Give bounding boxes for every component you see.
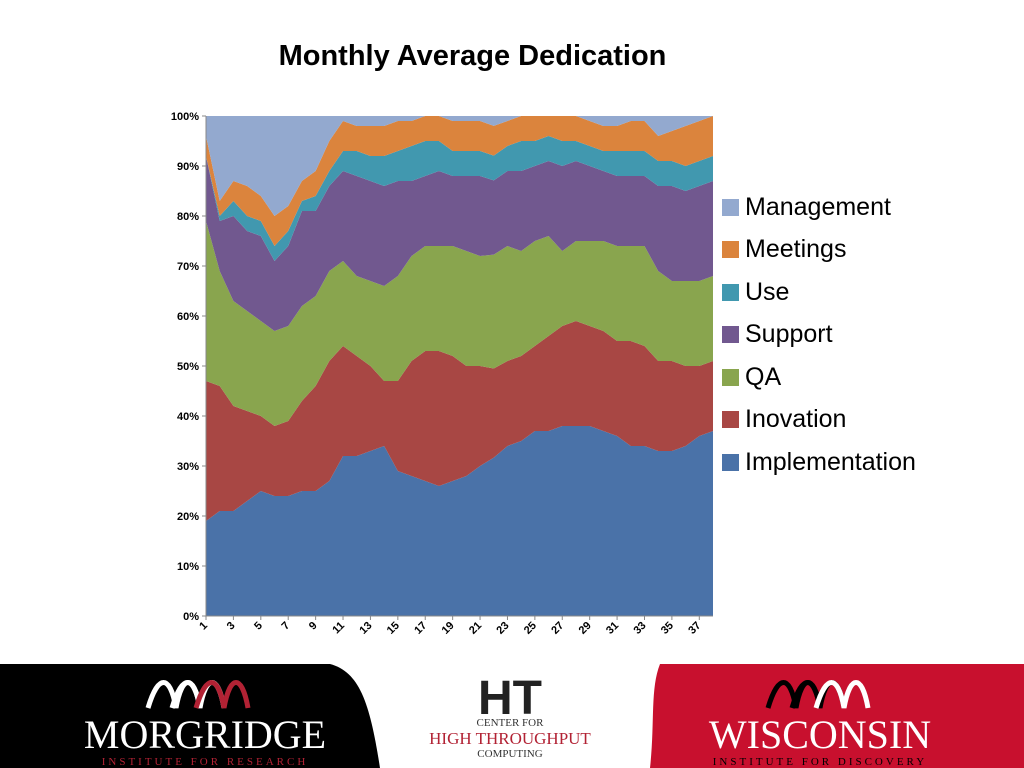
legend-item-inovation: Inovation [722,399,916,442]
footer-center-logo-line1: CENTER FOR [477,717,545,729]
footer-right-logo-name: WISCONSIN [709,712,931,757]
y-tick-label: 30% [177,461,199,473]
footer-center-logo-line3: COMPUTING [477,748,542,760]
footer-left-logo-name: MORGRIDGE [84,712,326,757]
x-tick-label: 9 [307,620,320,633]
legend-item-support: Support [722,314,916,357]
legend-swatch [722,453,739,471]
y-tick-label: 70% [177,261,199,273]
legend-item-implementation: Implementation [722,441,916,484]
y-tick-label: 10% [177,561,199,573]
morgridge-logo-mark-icon [145,680,251,709]
legend-label: Management [745,192,891,221]
legend-label: Implementation [745,447,916,476]
footer-right-logo-sub: INSTITUTE FOR DISCOVERY [713,756,927,768]
legend-label: Meetings [745,235,847,264]
x-tick-label: 3 [225,620,238,633]
wisconsin-logo-mark-icon [765,680,871,709]
x-tick-label: 1 [197,620,210,633]
legend-swatch [722,411,739,429]
x-tick-label: 33 [631,620,648,637]
x-tick-label: 21 [467,620,484,637]
legend-swatch [722,283,739,301]
x-tick-label: 19 [440,620,457,637]
x-tick-label: 31 [604,620,621,637]
area-series-meetings [206,116,713,246]
y-tick-label: 0% [183,611,199,623]
y-tick-labels: 0% 10% 20% 30% 40% 50% 60% 70% 80% 90% 100% [171,111,206,623]
x-tick-label: 37 [686,620,703,637]
legend-swatch [722,198,739,216]
y-tick-label: 80% [177,211,199,223]
x-tick-label: 27 [549,620,566,637]
footer-center-logo-line2: HIGH THROUGHPUT [429,729,591,748]
y-tick-label: 40% [177,411,199,423]
x-tick-label: 17 [412,620,429,637]
footer-right-red-panel [650,664,1024,768]
legend-item-management: Management [722,186,916,229]
area-series-implementation [206,426,713,616]
footer-left-logo-sub: INSTITUTE FOR RESEARCH [102,756,309,768]
legend-label: Inovation [745,405,847,434]
legend-item-use: Use [722,271,916,314]
footer-center-logo-mark: HT [478,672,542,725]
legend: Management Meetings Use Support QA Inovation I… [722,186,916,484]
legend-swatch [722,368,739,386]
x-tick-label: 5 [252,620,265,633]
plot-areas [206,116,713,616]
legend-swatch [722,326,739,344]
legend-item-meetings: Meetings [722,229,916,272]
legend-item-qa: QA [722,356,916,399]
footer-logo-banner: MORGRIDGE INSTITUTE FOR RESEARCH HT CENT… [0,664,1024,768]
x-tick-label: 13 [357,620,374,637]
x-tick-label: 35 [659,620,676,637]
x-tick-label: 11 [330,620,347,637]
area-series-use [206,136,713,261]
x-tick-label: 29 [577,620,594,637]
y-tick-label: 60% [177,311,199,323]
area-series-inovation [206,321,713,521]
x-tick-label: 23 [494,620,511,637]
x-tick-label: 15 [385,620,402,637]
y-tick-label: 50% [177,361,199,373]
x-tick-label: 25 [522,620,539,637]
area-series-qa [206,221,713,426]
legend-label: Use [745,277,790,306]
y-tick-label: 90% [177,161,199,173]
legend-label: QA [745,362,782,391]
area-series-support [206,156,713,331]
x-tick-label: 7 [280,620,293,633]
legend-label: Support [745,320,833,349]
x-tick-labels: 1 3 5 7 9 11 13 15 17 19 21 23 25 27 29 31 33 35 37 [197,616,703,637]
y-tick-label: 100% [171,111,199,123]
chart-title: Monthly Average Dedication [278,40,667,72]
y-tick-label: 20% [177,511,199,523]
footer-left-black-panel [0,664,380,768]
legend-swatch [722,241,739,259]
area-series-management [206,116,713,216]
